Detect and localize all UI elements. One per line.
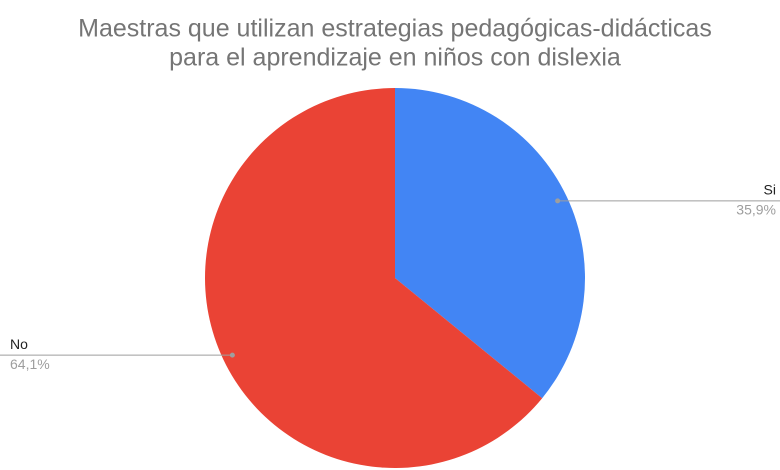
pie-slice	[395, 88, 586, 399]
pie-slice	[205, 88, 543, 469]
leader-dot	[555, 198, 561, 204]
legend-label: No	[10, 336, 28, 352]
chart-title: para el aprendizaje en niños con dislexi…	[169, 44, 621, 72]
leader-dot	[229, 352, 235, 358]
legend-label: Si	[764, 182, 776, 198]
chart-title: Maestras que utilizan estrategias pedagó…	[78, 15, 712, 43]
data-label: 64,1%	[10, 356, 50, 372]
data-label: 35,9%	[736, 202, 776, 218]
